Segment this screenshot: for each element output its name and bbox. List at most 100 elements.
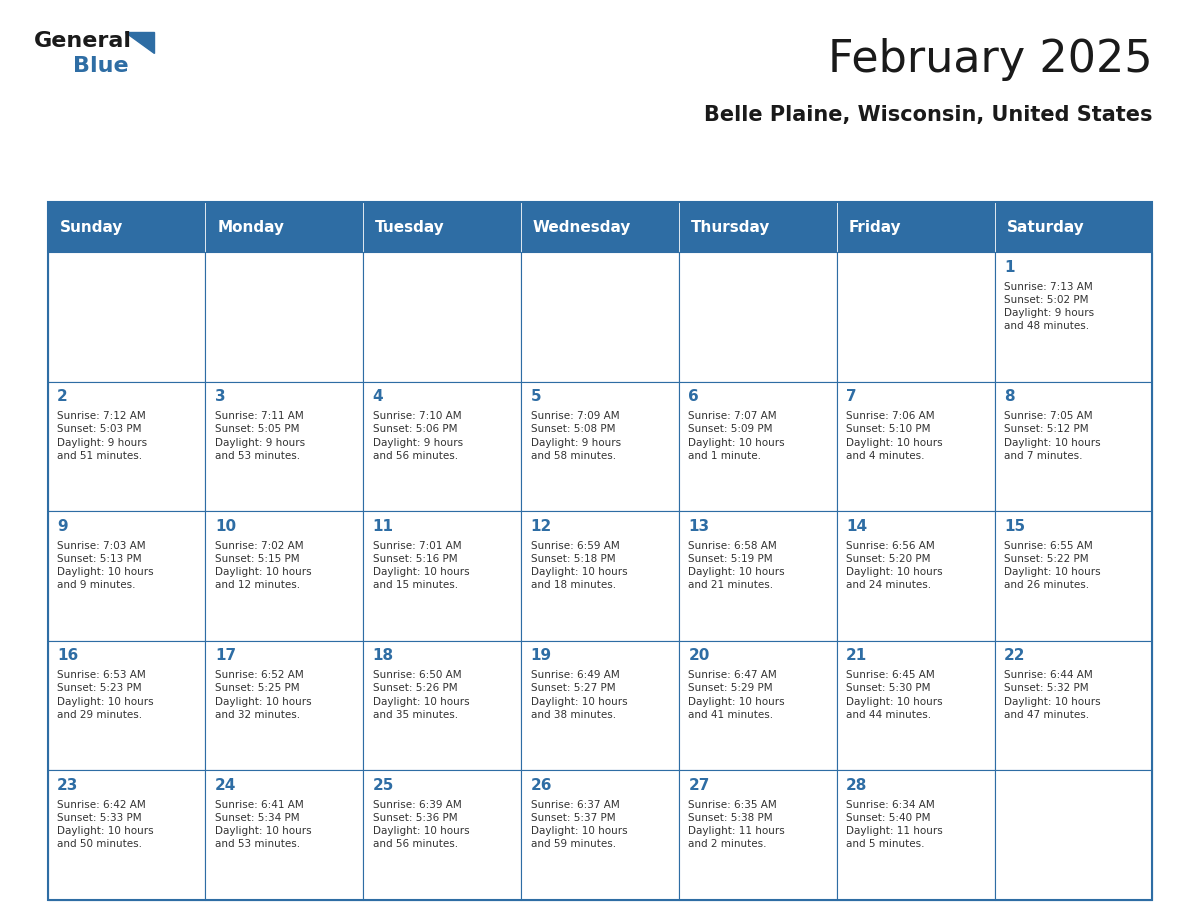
Text: 26: 26 [531,778,552,792]
Text: Sunrise: 6:58 AM
Sunset: 5:19 PM
Daylight: 10 hours
and 21 minutes.: Sunrise: 6:58 AM Sunset: 5:19 PM Dayligh… [688,541,785,590]
Text: Sunrise: 7:10 AM
Sunset: 5:06 PM
Daylight: 9 hours
and 56 minutes.: Sunrise: 7:10 AM Sunset: 5:06 PM Dayligh… [373,411,463,461]
FancyBboxPatch shape [522,202,678,252]
Text: 8: 8 [1004,389,1015,404]
Text: Sunrise: 6:45 AM
Sunset: 5:30 PM
Daylight: 10 hours
and 44 minutes.: Sunrise: 6:45 AM Sunset: 5:30 PM Dayligh… [846,670,943,720]
Text: Monday: Monday [217,219,284,235]
Text: 24: 24 [215,778,236,792]
FancyBboxPatch shape [48,202,206,252]
Text: 16: 16 [57,648,78,663]
FancyBboxPatch shape [206,511,364,641]
FancyBboxPatch shape [678,382,836,511]
Text: Thursday: Thursday [690,219,770,235]
Text: Sunrise: 6:35 AM
Sunset: 5:38 PM
Daylight: 11 hours
and 2 minutes.: Sunrise: 6:35 AM Sunset: 5:38 PM Dayligh… [688,800,785,849]
Text: 6: 6 [688,389,699,404]
Text: Sunrise: 6:50 AM
Sunset: 5:26 PM
Daylight: 10 hours
and 35 minutes.: Sunrise: 6:50 AM Sunset: 5:26 PM Dayligh… [373,670,469,720]
FancyBboxPatch shape [48,382,206,511]
Text: Sunrise: 7:09 AM
Sunset: 5:08 PM
Daylight: 9 hours
and 58 minutes.: Sunrise: 7:09 AM Sunset: 5:08 PM Dayligh… [531,411,620,461]
FancyBboxPatch shape [364,202,522,252]
Text: 15: 15 [1004,519,1025,533]
Text: Sunrise: 6:41 AM
Sunset: 5:34 PM
Daylight: 10 hours
and 53 minutes.: Sunrise: 6:41 AM Sunset: 5:34 PM Dayligh… [215,800,311,849]
Text: 21: 21 [846,648,867,663]
FancyBboxPatch shape [522,252,678,382]
Text: 20: 20 [688,648,709,663]
FancyBboxPatch shape [836,770,994,900]
FancyBboxPatch shape [206,202,364,252]
Polygon shape [125,32,154,53]
FancyBboxPatch shape [206,641,364,770]
Text: Sunrise: 7:05 AM
Sunset: 5:12 PM
Daylight: 10 hours
and 7 minutes.: Sunrise: 7:05 AM Sunset: 5:12 PM Dayligh… [1004,411,1100,461]
Text: Sunrise: 7:03 AM
Sunset: 5:13 PM
Daylight: 10 hours
and 9 minutes.: Sunrise: 7:03 AM Sunset: 5:13 PM Dayligh… [57,541,153,590]
FancyBboxPatch shape [678,511,836,641]
Text: 9: 9 [57,519,68,533]
Text: Sunrise: 7:11 AM
Sunset: 5:05 PM
Daylight: 9 hours
and 53 minutes.: Sunrise: 7:11 AM Sunset: 5:05 PM Dayligh… [215,411,305,461]
FancyBboxPatch shape [678,252,836,382]
FancyBboxPatch shape [206,252,364,382]
FancyBboxPatch shape [364,382,522,511]
Text: 27: 27 [688,778,709,792]
FancyBboxPatch shape [206,770,364,900]
Text: Sunrise: 7:02 AM
Sunset: 5:15 PM
Daylight: 10 hours
and 12 minutes.: Sunrise: 7:02 AM Sunset: 5:15 PM Dayligh… [215,541,311,590]
FancyBboxPatch shape [836,382,994,511]
FancyBboxPatch shape [48,252,206,382]
Text: Sunrise: 6:53 AM
Sunset: 5:23 PM
Daylight: 10 hours
and 29 minutes.: Sunrise: 6:53 AM Sunset: 5:23 PM Dayligh… [57,670,153,720]
Text: Sunday: Sunday [59,219,122,235]
Text: Sunrise: 7:12 AM
Sunset: 5:03 PM
Daylight: 9 hours
and 51 minutes.: Sunrise: 7:12 AM Sunset: 5:03 PM Dayligh… [57,411,147,461]
Text: Sunrise: 7:01 AM
Sunset: 5:16 PM
Daylight: 10 hours
and 15 minutes.: Sunrise: 7:01 AM Sunset: 5:16 PM Dayligh… [373,541,469,590]
Text: Sunrise: 7:13 AM
Sunset: 5:02 PM
Daylight: 9 hours
and 48 minutes.: Sunrise: 7:13 AM Sunset: 5:02 PM Dayligh… [1004,282,1094,331]
FancyBboxPatch shape [994,511,1152,641]
FancyBboxPatch shape [994,252,1152,382]
Text: Sunrise: 6:52 AM
Sunset: 5:25 PM
Daylight: 10 hours
and 32 minutes.: Sunrise: 6:52 AM Sunset: 5:25 PM Dayligh… [215,670,311,720]
Text: 28: 28 [846,778,867,792]
Text: Blue: Blue [74,56,128,76]
FancyBboxPatch shape [994,382,1152,511]
Text: 12: 12 [531,519,551,533]
Text: Sunrise: 6:47 AM
Sunset: 5:29 PM
Daylight: 10 hours
and 41 minutes.: Sunrise: 6:47 AM Sunset: 5:29 PM Dayligh… [688,670,785,720]
Text: Belle Plaine, Wisconsin, United States: Belle Plaine, Wisconsin, United States [703,105,1152,125]
Text: General: General [34,31,132,51]
FancyBboxPatch shape [678,641,836,770]
FancyBboxPatch shape [522,382,678,511]
Text: Sunrise: 6:55 AM
Sunset: 5:22 PM
Daylight: 10 hours
and 26 minutes.: Sunrise: 6:55 AM Sunset: 5:22 PM Dayligh… [1004,541,1100,590]
FancyBboxPatch shape [364,511,522,641]
Text: Sunrise: 7:06 AM
Sunset: 5:10 PM
Daylight: 10 hours
and 4 minutes.: Sunrise: 7:06 AM Sunset: 5:10 PM Dayligh… [846,411,943,461]
Text: Sunrise: 6:59 AM
Sunset: 5:18 PM
Daylight: 10 hours
and 18 minutes.: Sunrise: 6:59 AM Sunset: 5:18 PM Dayligh… [531,541,627,590]
Text: 23: 23 [57,778,78,792]
Text: Friday: Friday [848,219,902,235]
FancyBboxPatch shape [836,252,994,382]
FancyBboxPatch shape [994,641,1152,770]
Text: Sunrise: 6:49 AM
Sunset: 5:27 PM
Daylight: 10 hours
and 38 minutes.: Sunrise: 6:49 AM Sunset: 5:27 PM Dayligh… [531,670,627,720]
FancyBboxPatch shape [678,770,836,900]
Text: 1: 1 [1004,260,1015,274]
FancyBboxPatch shape [522,641,678,770]
Text: 3: 3 [215,389,226,404]
Text: 19: 19 [531,648,551,663]
FancyBboxPatch shape [364,770,522,900]
FancyBboxPatch shape [48,641,206,770]
Text: Sunrise: 6:39 AM
Sunset: 5:36 PM
Daylight: 10 hours
and 56 minutes.: Sunrise: 6:39 AM Sunset: 5:36 PM Dayligh… [373,800,469,849]
Text: 25: 25 [373,778,394,792]
Text: 5: 5 [531,389,542,404]
Text: Sunrise: 6:44 AM
Sunset: 5:32 PM
Daylight: 10 hours
and 47 minutes.: Sunrise: 6:44 AM Sunset: 5:32 PM Dayligh… [1004,670,1100,720]
Text: 7: 7 [846,389,857,404]
Text: Sunrise: 6:37 AM
Sunset: 5:37 PM
Daylight: 10 hours
and 59 minutes.: Sunrise: 6:37 AM Sunset: 5:37 PM Dayligh… [531,800,627,849]
Text: 14: 14 [846,519,867,533]
FancyBboxPatch shape [836,202,994,252]
FancyBboxPatch shape [364,252,522,382]
Text: 4: 4 [373,389,384,404]
Text: Tuesday: Tuesday [375,219,444,235]
FancyBboxPatch shape [994,202,1152,252]
FancyBboxPatch shape [48,770,206,900]
Text: 18: 18 [373,648,393,663]
Text: Sunrise: 6:34 AM
Sunset: 5:40 PM
Daylight: 11 hours
and 5 minutes.: Sunrise: 6:34 AM Sunset: 5:40 PM Dayligh… [846,800,943,849]
FancyBboxPatch shape [206,382,364,511]
Text: February 2025: February 2025 [828,39,1152,81]
Text: 17: 17 [215,648,236,663]
Text: 22: 22 [1004,648,1025,663]
Text: 2: 2 [57,389,68,404]
FancyBboxPatch shape [836,641,994,770]
Text: Sunrise: 6:56 AM
Sunset: 5:20 PM
Daylight: 10 hours
and 24 minutes.: Sunrise: 6:56 AM Sunset: 5:20 PM Dayligh… [846,541,943,590]
Text: 10: 10 [215,519,236,533]
FancyBboxPatch shape [836,511,994,641]
Text: Saturday: Saturday [1006,219,1085,235]
Text: Sunrise: 7:07 AM
Sunset: 5:09 PM
Daylight: 10 hours
and 1 minute.: Sunrise: 7:07 AM Sunset: 5:09 PM Dayligh… [688,411,785,461]
